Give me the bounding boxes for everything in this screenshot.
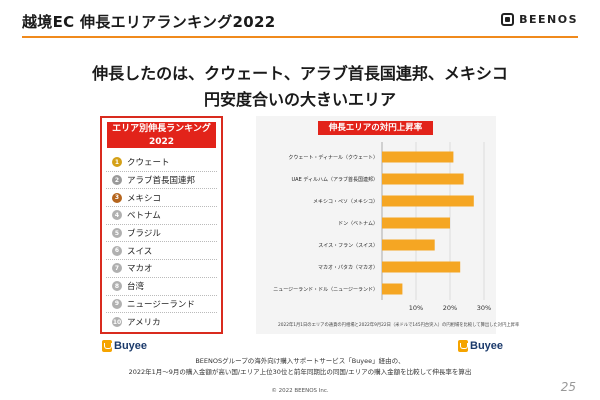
ranking-item: 2 アラブ首長国連邦 <box>106 172 217 190</box>
buyee-logo-text: Buyee <box>114 340 148 352</box>
ranking-item-name: メキシコ <box>127 193 162 204</box>
copyright: © 2022 BEENOS Inc. <box>271 388 329 394</box>
brand-logo: BEENOS <box>501 13 578 26</box>
ranking-item-name: マカオ <box>127 264 153 275</box>
x-tick-label: 30% <box>477 304 491 312</box>
bar <box>382 283 403 295</box>
rank-medal-icon: 4 <box>112 210 122 221</box>
category-label: ドン（ベトナム） <box>338 221 378 227</box>
x-tick-label: 10% <box>409 304 423 312</box>
brand-name: BEENOS <box>519 13 578 26</box>
bar <box>382 173 464 185</box>
chart-title: 伸長エリアの対円上昇率 <box>318 121 433 135</box>
bar <box>382 151 454 163</box>
ranking-title: エリア別伸長ランキング2022 <box>112 124 211 147</box>
rank-medal-icon: 7 <box>112 263 122 274</box>
rank-medal-icon: 2 <box>112 175 122 186</box>
buyee-bag-icon <box>458 340 468 352</box>
chart-note: 2022年1月1日のエリアの通貨の円相場と2022年9月22日（米ドルで145円… <box>278 323 520 328</box>
bar <box>382 217 450 229</box>
category-label: スイス・フラン（スイス） <box>318 243 378 249</box>
slide-title: 越境EC 伸長エリアランキング2022 <box>22 13 276 31</box>
x-tick-label: 20% <box>443 304 457 312</box>
rank-medal-icon: 9 <box>112 298 122 309</box>
bar <box>382 239 435 251</box>
ranking-item-name: 台湾 <box>127 282 145 293</box>
rank-medal-icon: 1 <box>112 157 122 168</box>
ranking-item-name: アメリカ <box>127 318 161 329</box>
ranking-subtitle: (購入金額) <box>145 150 178 158</box>
bar <box>382 261 461 273</box>
rank-medal-icon: 10 <box>112 317 122 328</box>
rank-medal-icon: 5 <box>112 228 122 239</box>
category-label: クウェート・ディナール（クウェート） <box>288 154 378 161</box>
page-number: 25 <box>560 380 576 394</box>
headline-line-2: 円安度合いの大きいエリア <box>203 90 396 109</box>
headline-line-1: 伸長したのは、クウェート、アラブ首長国連邦、メキシコ <box>92 64 508 83</box>
footnote-line-2: 2022年1月～9月の購入金額が高い国/エリア上位30位と前年同期比の同国/エリ… <box>128 368 472 376</box>
ranking-item-name: スイス <box>127 246 153 257</box>
ranking-item: 7 マカオ <box>106 260 217 278</box>
ranking-item-name: クウェート <box>127 158 170 169</box>
rank-medal-icon: 3 <box>112 192 122 203</box>
ranking-item: 8 台湾 <box>106 278 217 296</box>
footnote-line-1: BEENOSグループの海外向け購入サポートサービス「Buyee」経由の、 <box>195 357 405 365</box>
rank-medal-icon: 8 <box>112 281 122 292</box>
category-label: ニュージーランド・ドル（ニュージーランド） <box>273 287 378 293</box>
ranking-item: 1 クウェート <box>106 154 217 172</box>
ranking-item-name: ベトナム <box>127 211 161 222</box>
beenos-logo-icon <box>501 13 515 26</box>
category-label: メキシコ・ペソ（メキシコ） <box>313 199 378 205</box>
buyee-logo-right: Buyee <box>458 340 503 352</box>
ranking-item: 3 メキシコ <box>106 189 217 208</box>
bar <box>382 195 474 207</box>
ranking-panel: エリア別伸長ランキング2022 (購入金額) 1 クウェート 2 アラブ首長国連邦 3 メ… <box>100 116 223 334</box>
ranking-item-name: ブラジル <box>127 229 161 240</box>
buyee-logo-text: Buyee <box>470 340 504 352</box>
category-label: UAE ディルハム（アラブ首長国連邦） <box>292 176 378 183</box>
bar-chart: 10% 20% 30% クウェート・ディナール（クウェート） UAE ディルハム（アラブ… <box>273 142 491 312</box>
ranking-item: 4 ベトナム <box>106 207 217 225</box>
ranking-item: 6 スイス <box>106 242 217 261</box>
ranking-item: 9 ニュージーランド <box>106 296 217 314</box>
ranking-list: 1 クウェート 2 アラブ首長国連邦 3 メキシコ 4 ベトナム 5 ブラジル 6 スイス 7 マカオ 8 台… <box>106 154 217 331</box>
buyee-bag-icon <box>102 340 112 352</box>
ranking-item: 5 ブラジル <box>106 225 217 243</box>
header-divider <box>22 36 578 38</box>
ranking-item: 10 アメリカ <box>106 313 217 331</box>
ranking-item-name: ニュージーランド <box>127 299 195 310</box>
rank-medal-icon: 6 <box>112 245 122 256</box>
buyee-logo-left: Buyee <box>102 340 147 352</box>
ranking-item-name: アラブ首長国連邦 <box>127 176 196 187</box>
category-label: マカオ・パタカ（マカオ） <box>318 264 378 271</box>
chart-panel: 10% 20% 30% クウェート・ディナール（クウェート） UAE ディルハム（アラブ… <box>256 116 519 334</box>
ranking-header: エリア別伸長ランキング2022 (購入金額) <box>107 122 216 158</box>
